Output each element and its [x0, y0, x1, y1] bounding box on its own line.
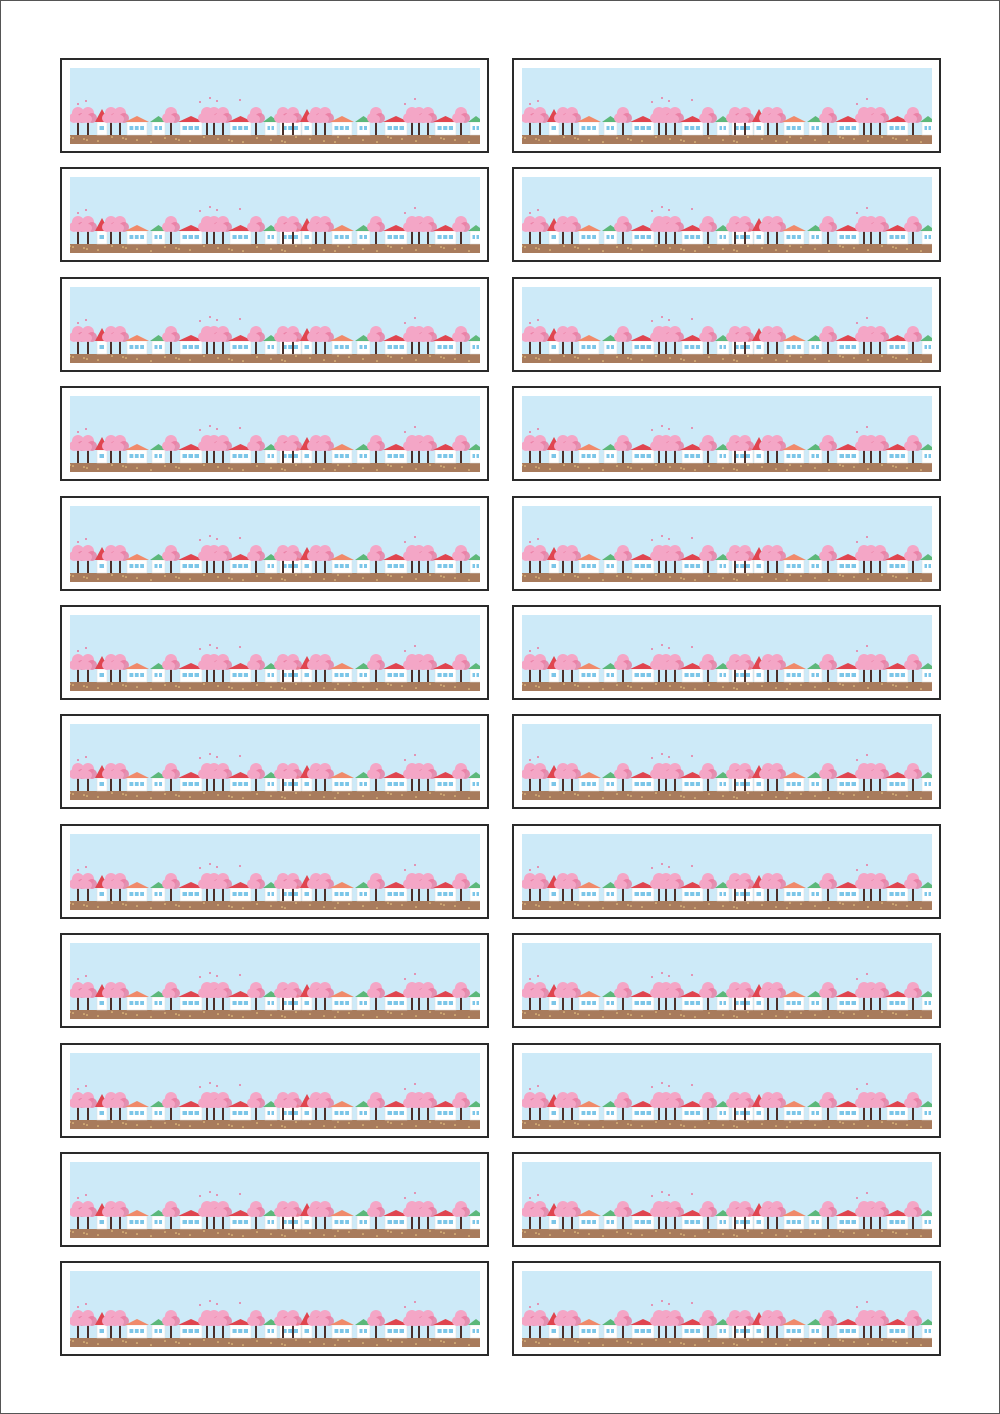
- label-cell: [60, 167, 489, 262]
- spring-town-illustration: [70, 177, 480, 253]
- label-cell: [60, 277, 489, 372]
- label-cell: [60, 1043, 489, 1138]
- label-cell: [60, 1152, 489, 1247]
- label-cell: [60, 496, 489, 591]
- label-cell: [512, 58, 941, 153]
- spring-town-illustration: [70, 506, 480, 582]
- label-cell: [60, 824, 489, 919]
- spring-town-illustration: [522, 724, 932, 800]
- spring-town-illustration: [70, 834, 480, 910]
- label-cell: [512, 933, 941, 1028]
- label-cell: [60, 386, 489, 481]
- spring-town-illustration: [522, 943, 932, 1019]
- spring-town-illustration: [70, 943, 480, 1019]
- spring-town-illustration: [522, 506, 932, 582]
- spring-town-illustration: [522, 177, 932, 253]
- label-cell: [512, 277, 941, 372]
- label-cell: [512, 1152, 941, 1247]
- spring-town-illustration: [522, 1053, 932, 1129]
- spring-town-illustration: [70, 1271, 480, 1347]
- label-cell: [512, 1261, 941, 1356]
- label-cell: [512, 167, 941, 262]
- label-cell: [60, 1261, 489, 1356]
- spring-town-illustration: [70, 615, 480, 691]
- spring-town-illustration: [70, 68, 480, 144]
- label-cell: [60, 58, 489, 153]
- spring-town-illustration: [522, 287, 932, 363]
- spring-town-illustration: [522, 1271, 932, 1347]
- label-cell: [512, 1043, 941, 1138]
- spring-town-illustration: [70, 287, 480, 363]
- spring-town-illustration: [70, 396, 480, 472]
- label-cell: [512, 386, 941, 481]
- spring-town-illustration: [522, 68, 932, 144]
- spring-town-illustration: [522, 834, 932, 910]
- spring-town-illustration: [522, 615, 932, 691]
- spring-town-illustration: [70, 724, 480, 800]
- label-cell: [60, 714, 489, 809]
- spring-town-illustration: [70, 1162, 480, 1238]
- spring-town-illustration: [70, 1053, 480, 1129]
- label-cell: [512, 496, 941, 591]
- spring-town-illustration: [522, 1162, 932, 1238]
- label-cell: [60, 605, 489, 700]
- label-cell: [512, 824, 941, 919]
- label-cell: [512, 714, 941, 809]
- label-cell: [512, 605, 941, 700]
- spring-town-illustration: [522, 396, 932, 472]
- label-cell: [60, 933, 489, 1028]
